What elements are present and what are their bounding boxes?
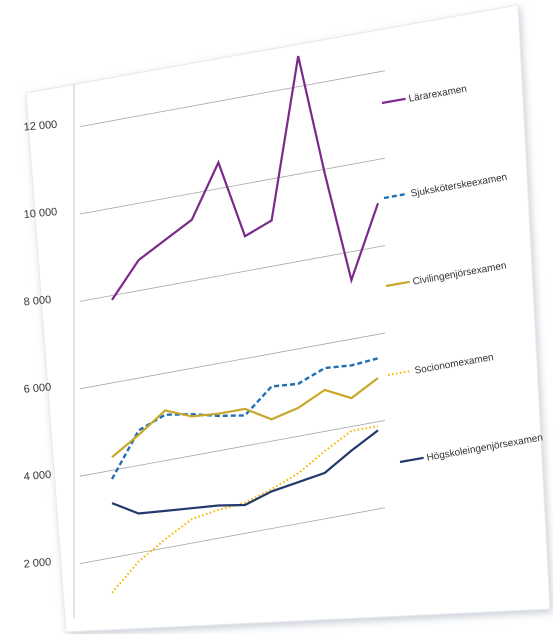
legend-swatch [385, 280, 410, 288]
y-axis-ticks: 2 000 4 000 6 000 8 000 10 000 12 000 [23, 119, 58, 571]
legend-swatch [381, 97, 406, 105]
gridline [79, 419, 386, 477]
series-line-3 [111, 377, 379, 459]
gridline [79, 332, 386, 390]
series-line-1 [111, 55, 380, 301]
y-tick-label: 10 000 [23, 206, 58, 221]
y-tick-label: 8 000 [23, 294, 51, 308]
y-tick-label: 6 000 [23, 381, 51, 395]
y-tick-label: 4 000 [23, 469, 51, 483]
gridline [79, 157, 386, 215]
y-tick-label: 12 000 [23, 119, 58, 134]
y-tick-label: 2 000 [23, 556, 51, 570]
chart-paper [25, 4, 551, 633]
legend-swatch [399, 456, 424, 464]
gridline [79, 507, 386, 564]
gridline [79, 245, 386, 302]
legend-swatch [383, 192, 408, 200]
gridline [79, 70, 386, 127]
series-line-5 [111, 429, 379, 515]
series-line-4 [111, 425, 379, 594]
legend-swatch [387, 369, 412, 376]
plot-area [73, 55, 386, 618]
